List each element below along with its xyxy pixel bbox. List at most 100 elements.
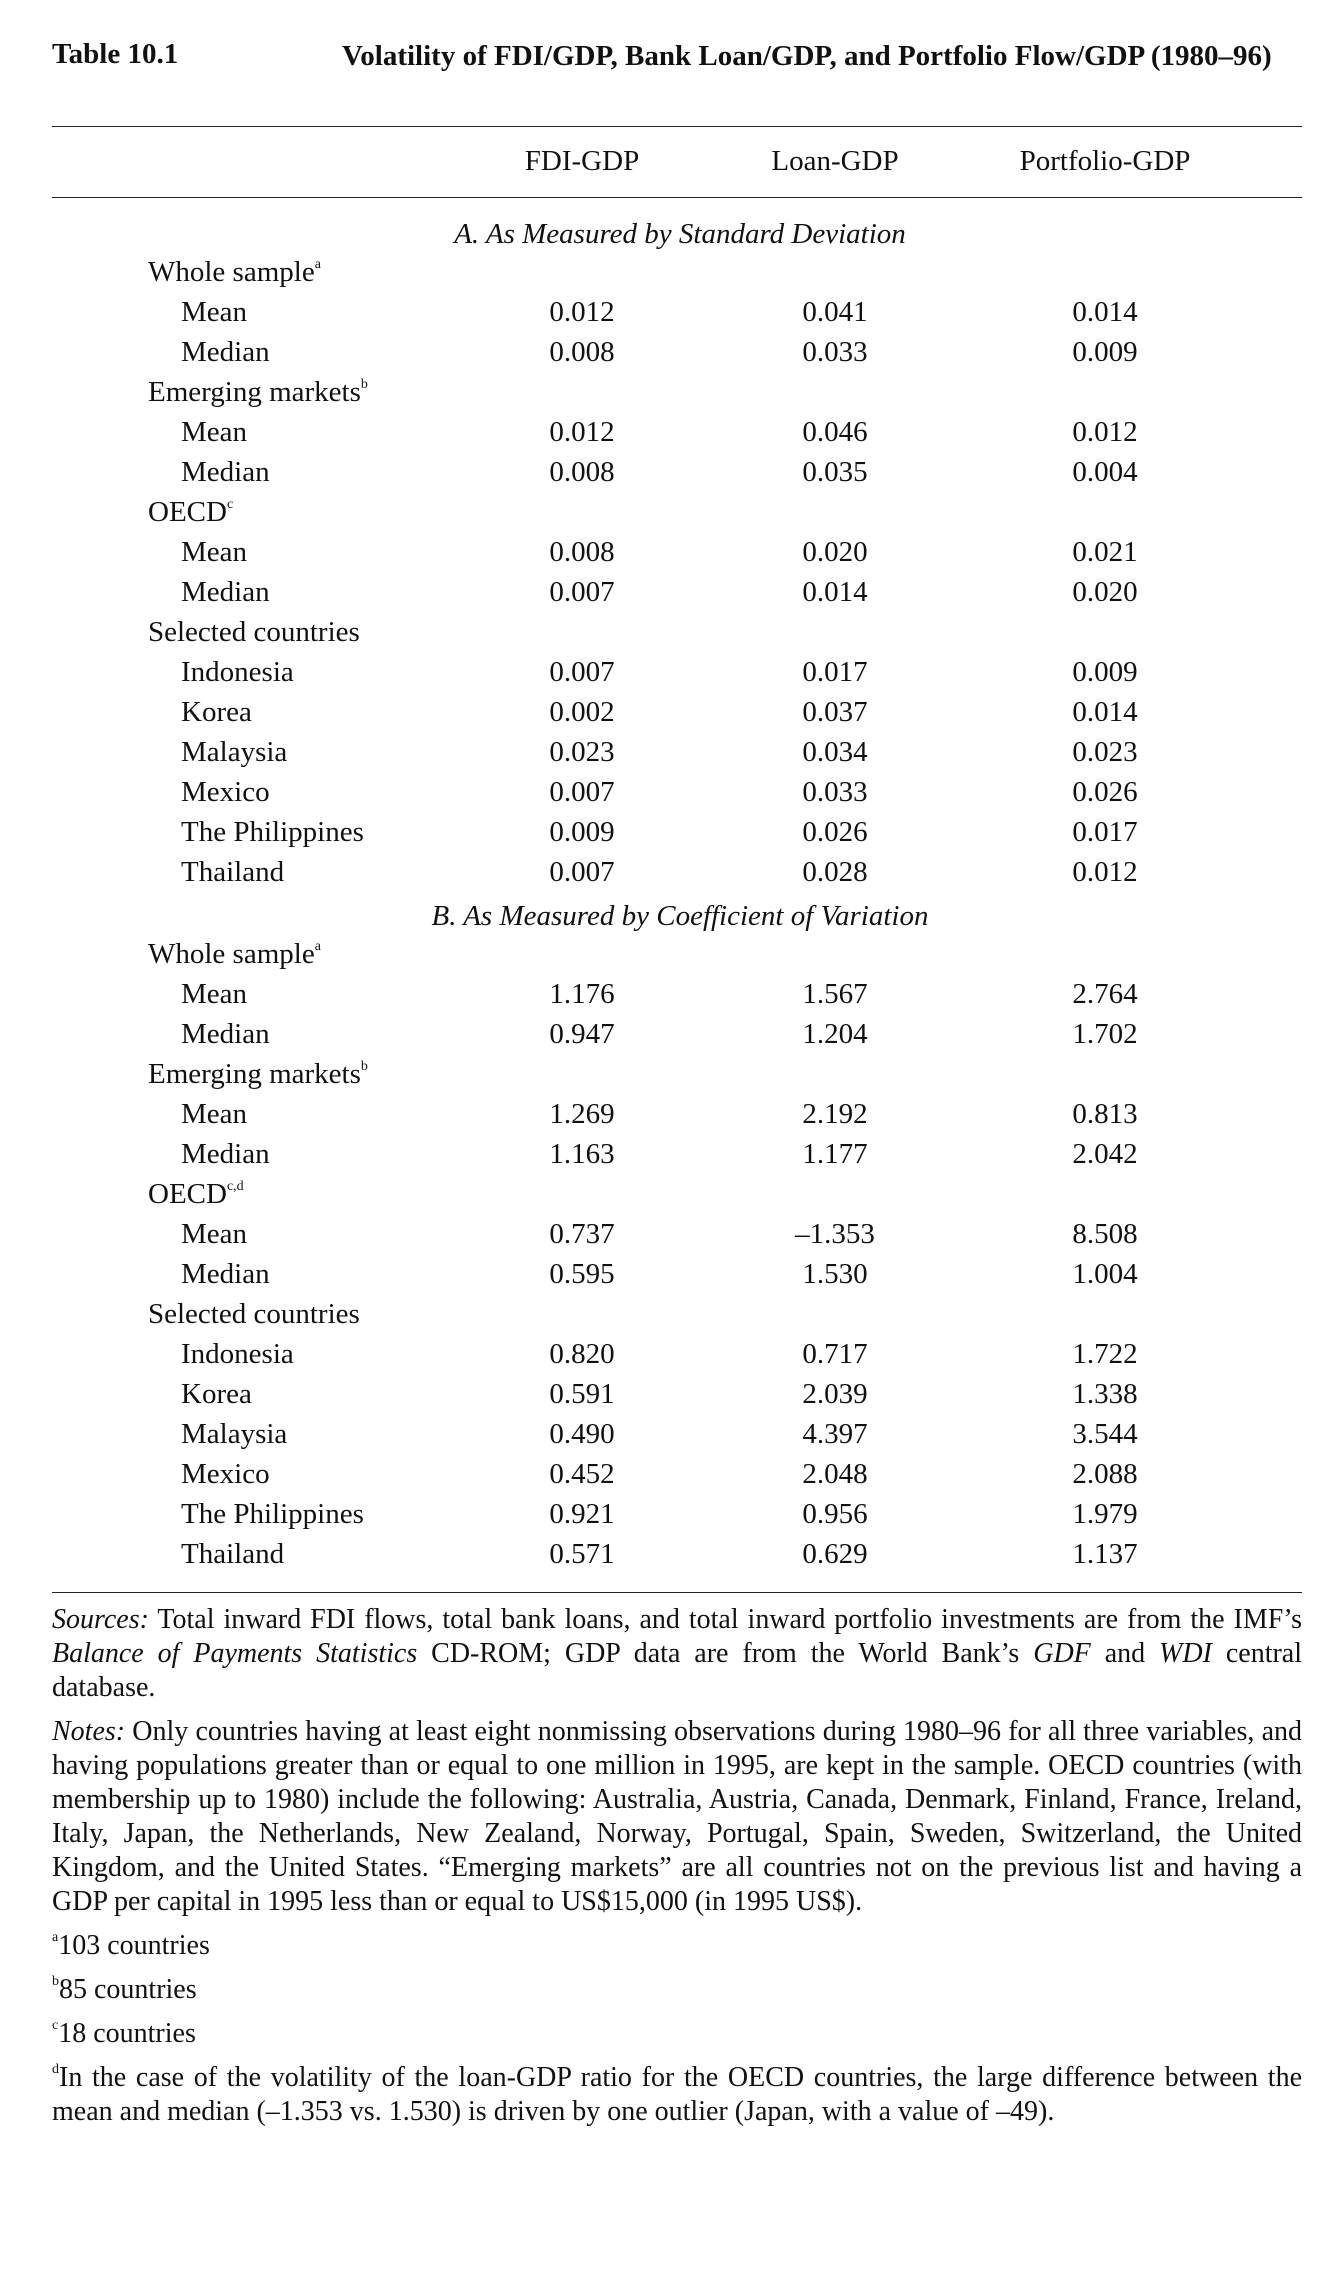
table-cell: 0.490 bbox=[549, 1418, 615, 1450]
table-cell: 0.012 bbox=[549, 296, 615, 328]
table-cell: –1.353 bbox=[795, 1218, 875, 1250]
table-cell: 0.452 bbox=[549, 1458, 615, 1490]
panel-b-title: B. As Measured by Coefficient of Variati… bbox=[52, 896, 1302, 938]
row-label: The Philippines bbox=[181, 1498, 364, 1530]
table-cell: 0.008 bbox=[549, 536, 615, 568]
group-row: OECDc bbox=[52, 496, 1302, 536]
footnote-marker: d bbox=[52, 2062, 59, 2077]
table-cell: 0.820 bbox=[549, 1338, 615, 1370]
table-row: Median 0.008 0.035 0.004 bbox=[52, 456, 1302, 496]
table-cell: 3.544 bbox=[1072, 1418, 1138, 1450]
group-label-text: Whole sample bbox=[148, 938, 315, 970]
table-cell: 0.028 bbox=[802, 856, 868, 888]
panel-a-title-text: A. As Measured by Standard Deviation bbox=[454, 218, 906, 250]
footnote-marker: b bbox=[360, 377, 368, 392]
table-cell: 0.020 bbox=[1072, 576, 1138, 608]
footnote: a103 countries bbox=[52, 1929, 1302, 1963]
table-header: Table 10.1 Volatility of FDI/GDP, Bank L… bbox=[52, 38, 1302, 126]
table-row: The Philippines 0.921 0.956 1.979 bbox=[52, 1498, 1302, 1538]
group-label: OECDc bbox=[148, 496, 233, 529]
row-label: Median bbox=[181, 456, 270, 488]
notes-paragraph: Notes: Only countries having at least ei… bbox=[52, 1715, 1302, 1919]
table-cell: 0.009 bbox=[549, 816, 615, 848]
table-cell: 0.012 bbox=[1072, 416, 1138, 448]
footnote-text: In the case of the volatility of the loa… bbox=[52, 2062, 1302, 2127]
table-row: The Philippines 0.009 0.026 0.017 bbox=[52, 816, 1302, 856]
table-cell: 0.020 bbox=[802, 536, 868, 568]
row-label: Indonesia bbox=[181, 1338, 294, 1370]
row-label: Korea bbox=[181, 1378, 252, 1410]
table-cell: 0.007 bbox=[549, 656, 615, 688]
row-label: Mean bbox=[181, 1098, 248, 1130]
table-cell: 1.567 bbox=[802, 978, 868, 1010]
row-label: Mean bbox=[181, 1218, 248, 1250]
top-rule bbox=[52, 126, 1302, 127]
table-row: Mean 0.737 –1.353 8.508 bbox=[52, 1218, 1302, 1258]
table-row: Median 0.008 0.033 0.009 bbox=[52, 336, 1302, 376]
column-header-portfolio: Portfolio-GDP bbox=[1019, 145, 1191, 177]
row-label: Thailand bbox=[181, 1538, 285, 1570]
table-cell: 0.571 bbox=[549, 1538, 615, 1570]
group-row: Emerging marketsb bbox=[52, 1058, 1302, 1098]
table-row: Mean 0.012 0.046 0.012 bbox=[52, 416, 1302, 456]
footnote-marker: c bbox=[226, 497, 234, 512]
footnote-marker: a bbox=[52, 1930, 59, 1945]
row-label: Thailand bbox=[181, 856, 285, 888]
table-cell: 0.021 bbox=[1072, 536, 1138, 568]
footnote-marker: c bbox=[52, 2018, 59, 2033]
footnote-marker: c,d bbox=[226, 1179, 244, 1194]
group-label: Selected countries bbox=[148, 616, 360, 649]
table-cell: 1.137 bbox=[1072, 1538, 1138, 1570]
group-label-text: Selected countries bbox=[148, 616, 360, 648]
note-text: Only countries having at least eight non… bbox=[52, 1716, 1302, 1917]
table-cell: 0.014 bbox=[802, 576, 868, 608]
row-label: Mean bbox=[181, 296, 248, 328]
table-cell: 0.947 bbox=[549, 1018, 615, 1050]
table-cell: 2.048 bbox=[802, 1458, 868, 1490]
header-rule bbox=[52, 197, 1302, 198]
table-cell: 0.023 bbox=[1072, 736, 1138, 768]
footnote-marker: b bbox=[360, 1059, 368, 1074]
table-page: Table 10.1 Volatility of FDI/GDP, Bank L… bbox=[52, 38, 1302, 2139]
group-row: OECDc,d bbox=[52, 1178, 1302, 1218]
table-cell: 1.163 bbox=[549, 1138, 615, 1170]
footnote: b85 countries bbox=[52, 1973, 1302, 2007]
table-cell: 0.007 bbox=[549, 776, 615, 808]
table-cell: 1.722 bbox=[1072, 1338, 1138, 1370]
table-cell: 1.338 bbox=[1072, 1378, 1138, 1410]
table-row: Median 1.163 1.177 2.042 bbox=[52, 1138, 1302, 1178]
row-label: Mexico bbox=[181, 1458, 270, 1490]
table-cell: 1.177 bbox=[802, 1138, 868, 1170]
group-label-text: Emerging markets bbox=[148, 376, 361, 408]
table-cell: 2.039 bbox=[802, 1378, 868, 1410]
table-cell: 2.192 bbox=[802, 1098, 868, 1130]
table-cell: 0.026 bbox=[1072, 776, 1138, 808]
note-text: Balance of Payments Statistics bbox=[52, 1638, 418, 1669]
row-label: The Philippines bbox=[181, 816, 364, 848]
group-row: Selected countries bbox=[52, 1298, 1302, 1338]
table-cell: 0.014 bbox=[1072, 696, 1138, 728]
row-label: Median bbox=[181, 1018, 270, 1050]
panel-a-title: A. As Measured by Standard Deviation bbox=[52, 214, 1302, 256]
note-text: Total inward FDI flows, total bank loans… bbox=[148, 1604, 1302, 1635]
table-cell: 0.717 bbox=[802, 1338, 868, 1370]
group-row: Selected countries bbox=[52, 616, 1302, 656]
table-row: Thailand 0.571 0.629 1.137 bbox=[52, 1538, 1302, 1578]
table-row: Korea 0.591 2.039 1.338 bbox=[52, 1378, 1302, 1418]
table-title: Volatility of FDI/GDP, Bank Loan/GDP, an… bbox=[342, 40, 1272, 72]
group-label: Emerging marketsb bbox=[148, 376, 368, 409]
table-cell: 0.014 bbox=[1072, 296, 1138, 328]
note-text: Sources: bbox=[52, 1604, 149, 1635]
table-cell: 0.046 bbox=[802, 416, 868, 448]
table-cell: 0.007 bbox=[549, 576, 615, 608]
table-cell: 0.813 bbox=[1072, 1098, 1138, 1130]
table-cell: 0.007 bbox=[549, 856, 615, 888]
table-cell: 1.204 bbox=[802, 1018, 868, 1050]
footnote-marker: b bbox=[52, 1974, 59, 1989]
group-label-text: Emerging markets bbox=[148, 1058, 361, 1090]
group-label: Emerging marketsb bbox=[148, 1058, 368, 1091]
table-row: Mean 0.008 0.020 0.021 bbox=[52, 536, 1302, 576]
table-row: Mean 1.269 2.192 0.813 bbox=[52, 1098, 1302, 1138]
table-cell: 1.176 bbox=[549, 978, 615, 1010]
table-row: Korea 0.002 0.037 0.014 bbox=[52, 696, 1302, 736]
